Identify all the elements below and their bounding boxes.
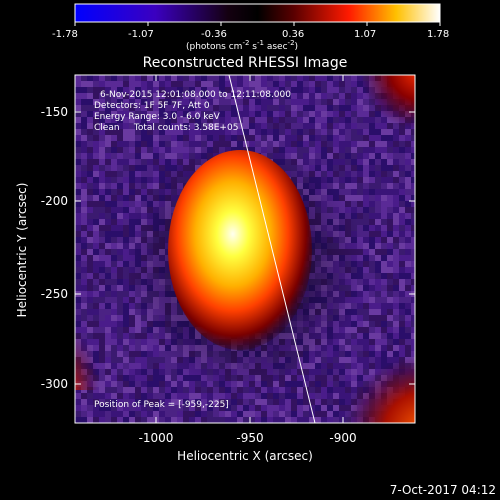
colorbar-tick-label: -0.36 <box>201 29 227 40</box>
clean-counts: Clean Total counts: 3.58E+05 <box>94 123 238 133</box>
plot-title: Reconstructed RHESSI Image <box>143 55 348 71</box>
solar-image <box>75 75 415 423</box>
y-tick-label: -300 <box>41 377 68 391</box>
colorbar-tick-label: 1.78 <box>427 29 449 40</box>
y-tick-label: -250 <box>41 287 68 301</box>
x-axis-label: Heliocentric X (arcsec) <box>177 449 313 463</box>
colorbar <box>74 3 441 23</box>
colorbar-tick-label: -1.78 <box>52 29 78 40</box>
x-tick-label: -950 <box>236 431 263 445</box>
x-tick-label: -900 <box>329 431 356 445</box>
solar-limb-line <box>228 75 316 423</box>
peak-position: Position of Peak = [-959,-225] <box>94 400 229 410</box>
colorbar-unit: (photons cm-2 s-1 asec-2) <box>186 39 298 52</box>
colorbar-tick-label: 0.36 <box>282 29 304 40</box>
axis-ticks <box>75 75 415 423</box>
time-range: 6-Nov-2015 12:01:08.000 to 12:11:08.000 <box>100 90 291 100</box>
colorbar-tick-label: -1.07 <box>128 29 154 40</box>
y-tick-label: -200 <box>41 194 68 208</box>
y-tick-label: -150 <box>41 105 68 119</box>
y-axis-label: Heliocentric Y (arcsec) <box>15 183 29 318</box>
energy-range: Energy Range: 3.0 - 6.0 keV <box>94 112 221 122</box>
plot-frame <box>74 74 416 424</box>
timestamp: 7-Oct-2017 04:12 <box>390 483 496 497</box>
x-tick-label: -1000 <box>139 431 174 445</box>
detectors: Detectors: 1F 5F 7F, Att 0 <box>94 101 210 111</box>
colorbar-ticks <box>74 22 441 26</box>
colorbar-tick-label: 1.07 <box>354 29 376 40</box>
